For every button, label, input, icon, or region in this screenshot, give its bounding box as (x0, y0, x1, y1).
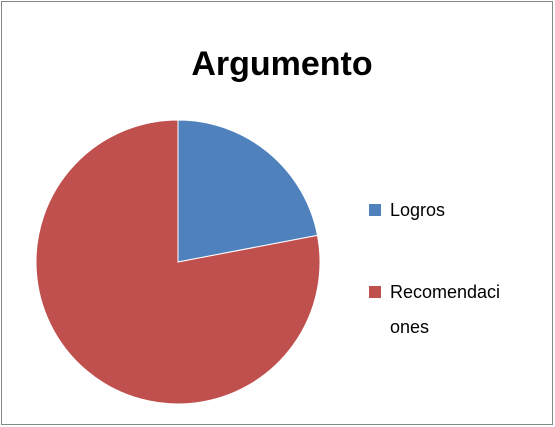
legend-label: Recomendaciones (390, 282, 501, 337)
legend-swatch (369, 286, 381, 298)
pie-slice (35, 119, 321, 405)
legend-swatch (369, 204, 381, 216)
pie-slice (177, 119, 319, 263)
chart-title: Argumento (191, 45, 372, 83)
legend-label: Logros (390, 200, 446, 220)
